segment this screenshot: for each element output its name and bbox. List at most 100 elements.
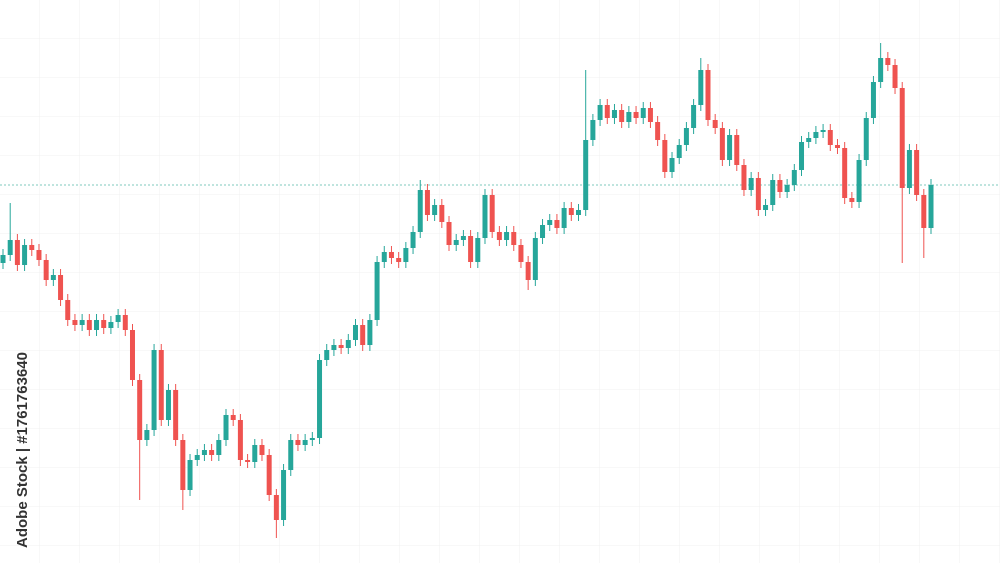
candle-body — [568, 208, 574, 215]
candle-body — [245, 460, 251, 462]
candle-body — [482, 195, 488, 238]
candle-body — [626, 112, 632, 122]
candle-body — [58, 275, 64, 300]
candle-body — [496, 232, 502, 240]
candle-body — [403, 248, 409, 262]
candle-body — [381, 252, 387, 262]
candle-body — [460, 236, 466, 240]
candle-body — [863, 118, 869, 160]
candle-body — [468, 236, 474, 262]
candle-body — [7, 240, 13, 255]
candle-body — [914, 150, 920, 195]
candle-body — [799, 142, 805, 170]
candle-body — [806, 138, 812, 142]
candle-body — [165, 390, 171, 420]
candle-body — [367, 320, 373, 345]
candle-body — [151, 350, 157, 430]
candle-body — [748, 178, 754, 190]
candle-body — [561, 208, 567, 228]
candle-body — [0, 255, 6, 263]
candle-body — [194, 455, 200, 460]
candle-body — [856, 160, 862, 202]
candle-body — [72, 320, 78, 325]
candle-body — [834, 145, 840, 148]
candle-body — [719, 128, 725, 160]
candle-body — [374, 262, 380, 320]
candle-body — [410, 232, 416, 248]
candle-body — [676, 145, 682, 158]
candle-body — [237, 420, 243, 460]
candle-body — [43, 260, 49, 280]
candle-body — [331, 345, 337, 350]
candle-body — [453, 240, 459, 245]
candle-body — [396, 258, 402, 262]
candle-body — [532, 238, 538, 280]
candle-body — [201, 450, 207, 455]
candle-body — [388, 252, 394, 258]
candle-body — [50, 275, 56, 280]
candle-body — [129, 330, 135, 380]
candle-body — [899, 88, 905, 188]
candle-body — [324, 350, 330, 360]
candle-body — [223, 415, 229, 440]
candle-body — [727, 135, 733, 160]
candle-body — [446, 222, 452, 245]
candle-body — [302, 440, 308, 445]
candles — [0, 43, 1000, 538]
candle-body — [29, 245, 35, 250]
candle-body — [734, 135, 740, 165]
candle-body — [360, 325, 366, 345]
candle-body — [108, 322, 114, 328]
candle-body — [281, 470, 287, 520]
candle-body — [122, 315, 128, 330]
candle-body — [417, 190, 423, 232]
candle-body — [885, 58, 891, 65]
candle-body — [777, 180, 783, 192]
candle-body — [820, 130, 826, 132]
candle-body — [633, 112, 639, 118]
candle-body — [683, 128, 689, 145]
candle-body — [230, 415, 236, 420]
candle-body — [216, 440, 222, 455]
candle-body — [158, 350, 164, 420]
candle-body — [870, 82, 876, 118]
candle-body — [763, 205, 769, 210]
candle-body — [655, 122, 661, 140]
candle-body — [173, 390, 179, 440]
candle-body — [669, 158, 675, 172]
candle-body — [101, 320, 107, 328]
candle-body — [640, 108, 646, 118]
candle-body — [475, 238, 481, 262]
candle-body — [352, 325, 358, 340]
watermark: Adobe Stock | #1761763640 — [14, 352, 31, 548]
candle-body — [590, 120, 596, 140]
candle-body — [611, 110, 617, 118]
candle-body — [36, 250, 42, 260]
candle-body — [432, 205, 438, 215]
candle-body — [511, 232, 517, 245]
candle-body — [266, 455, 272, 495]
candle-body — [209, 450, 215, 455]
candle-body — [79, 320, 85, 325]
candle-body — [712, 120, 718, 128]
candle-body — [755, 178, 761, 210]
candle-body — [784, 185, 790, 192]
candle-body — [619, 110, 625, 122]
candle-body — [187, 460, 193, 490]
candle-body — [691, 105, 697, 128]
candle-body — [115, 315, 121, 322]
candle-body — [698, 70, 704, 105]
candle-body — [504, 232, 510, 240]
candle-body — [791, 170, 797, 185]
candle-body — [892, 65, 898, 88]
candle-body — [928, 185, 934, 228]
candle-body — [741, 165, 747, 190]
candle-body — [547, 220, 553, 225]
candle-body — [878, 58, 884, 82]
candle-body — [597, 105, 603, 120]
candle-body — [827, 130, 833, 145]
candle-body — [813, 132, 819, 138]
candle-body — [921, 195, 927, 228]
